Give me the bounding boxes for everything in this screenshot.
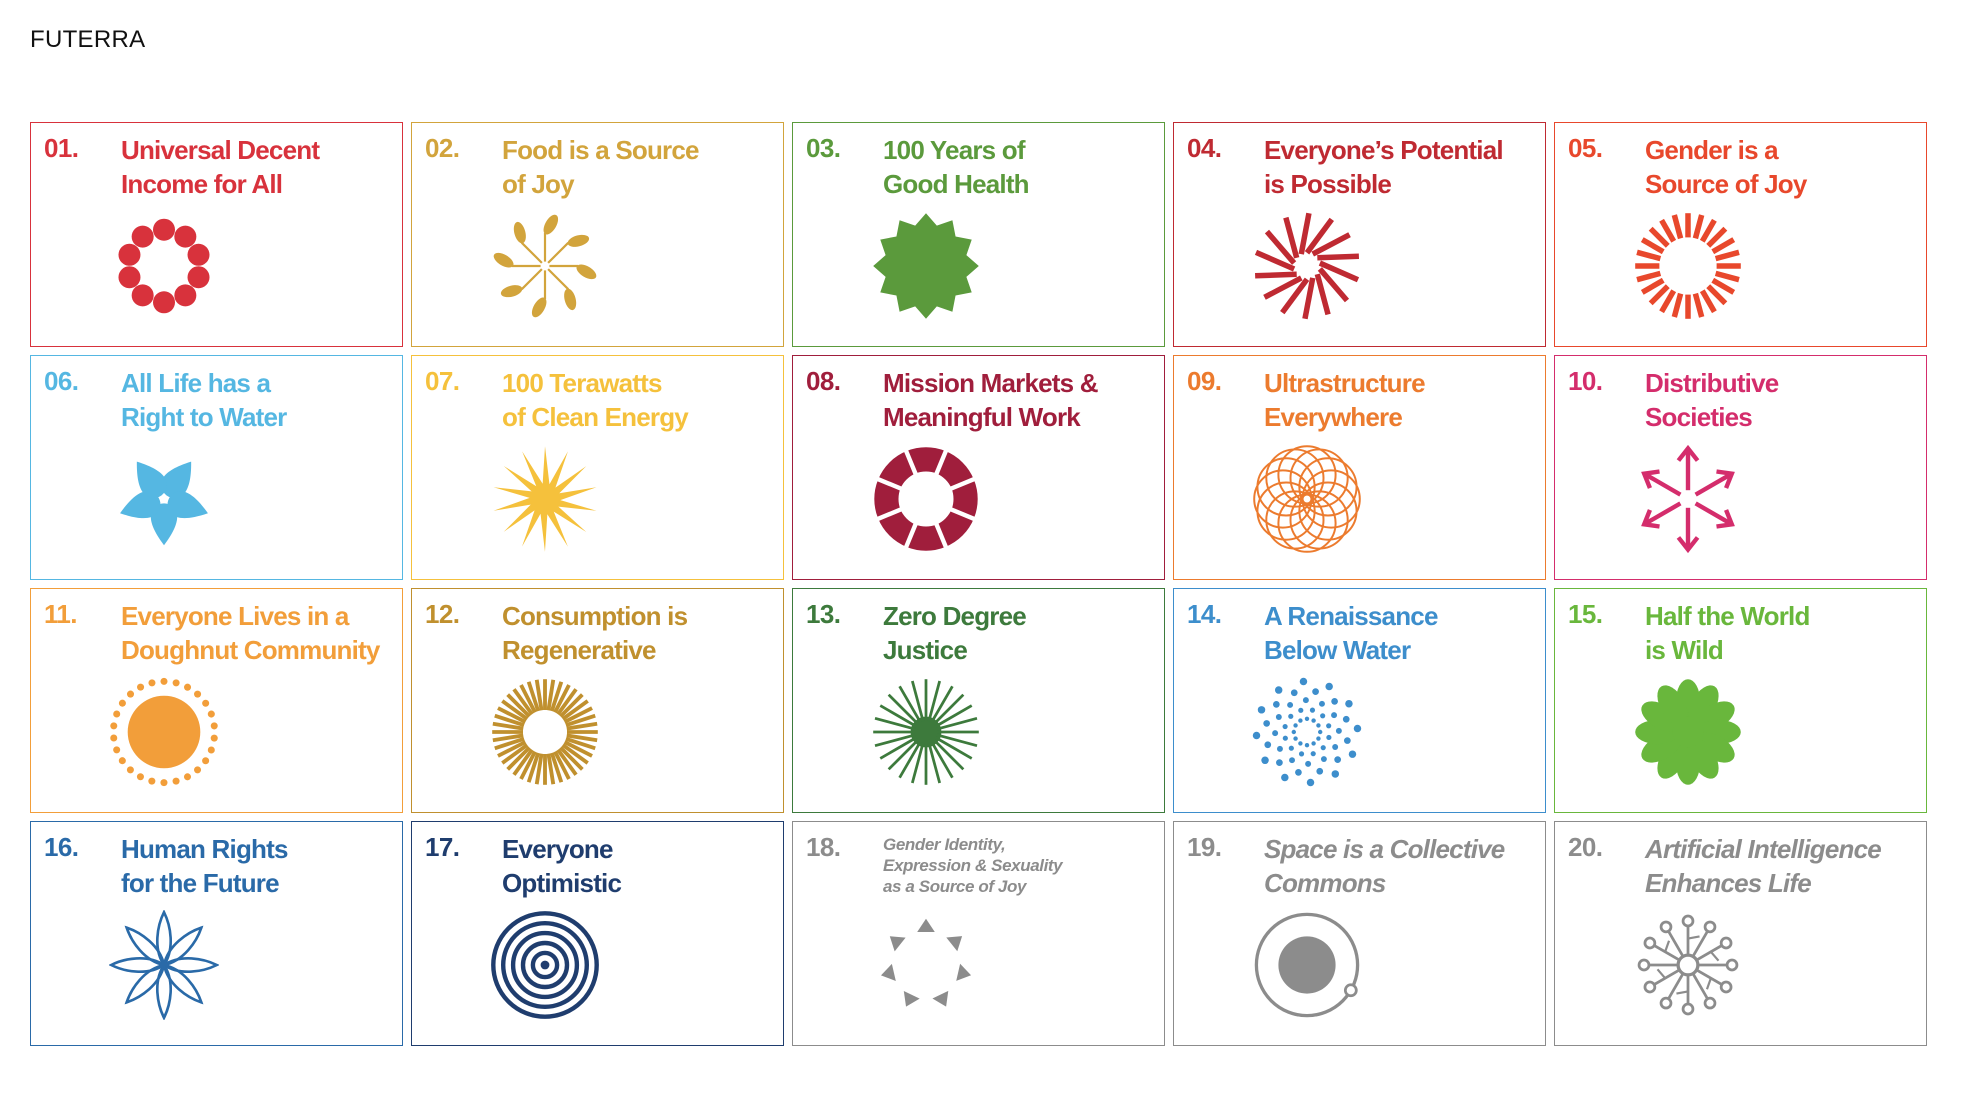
goal-number: 02. xyxy=(425,133,460,163)
goal-title: Universal Decent Income for All xyxy=(121,135,320,199)
goal-card: 03. 100 Years of Good Health xyxy=(792,122,1165,347)
goal-number: 04. xyxy=(1187,133,1222,163)
goal-card: 18. Gender Identity, Expression & Sexuali… xyxy=(792,821,1165,1046)
spiral-rays-icon xyxy=(1252,211,1362,321)
goal-card: 02. Food is a Source of Joy xyxy=(411,122,784,347)
dotted-sun-icon xyxy=(109,677,219,787)
goal-number: 18. xyxy=(806,832,841,862)
goal-number: 17. xyxy=(425,832,460,862)
radiant-ring-icon xyxy=(490,677,600,787)
goal-number: 20. xyxy=(1568,832,1603,862)
goal-title: A Renaissance Below Water xyxy=(1264,601,1438,665)
goal-number: 13. xyxy=(806,599,841,629)
goal-card: 05. Gender is a Source of Joy xyxy=(1554,122,1927,347)
goal-title: Everyone Optimistic xyxy=(502,834,622,898)
goal-card: 14. A Renaissance Below Water xyxy=(1173,588,1546,813)
goal-card: 07. 100 Terawatts of Clean Energy xyxy=(411,355,784,580)
outward-arrows-icon xyxy=(1633,444,1743,554)
goal-card: 20. Artificial Intelligence Enhances Life xyxy=(1554,821,1927,1046)
goal-title: Gender is a Source of Joy xyxy=(1645,135,1807,199)
goal-card: 04. Everyone’s Potential is Possible xyxy=(1173,122,1546,347)
goal-title: Distributive Societies xyxy=(1645,368,1779,432)
lotus-star-icon xyxy=(109,910,219,1020)
goal-title: Consumption is Regenerative xyxy=(502,601,688,665)
sun-icon xyxy=(490,444,600,554)
goal-number: 06. xyxy=(44,366,79,396)
goal-card: 16. Human Rights for the Future xyxy=(30,821,403,1046)
goal-card: 06. All Life has a Right to Water xyxy=(30,355,403,580)
goal-number: 03. xyxy=(806,133,841,163)
goal-card: 01. Universal Decent Income for All xyxy=(30,122,403,347)
goal-number: 14. xyxy=(1187,599,1222,629)
goal-number: 11. xyxy=(44,599,78,629)
goal-number: 08. xyxy=(806,366,841,396)
water-drops-icon xyxy=(109,444,219,554)
goal-card: 15. Half the World is Wild xyxy=(1554,588,1927,813)
goal-title: 100 Terawatts of Clean Energy xyxy=(502,368,689,432)
goal-title: Mission Markets & Meaningful Work xyxy=(883,368,1098,432)
goal-number: 01. xyxy=(44,133,79,163)
goal-title: Human Rights for the Future xyxy=(121,834,288,898)
triangle-ring-icon xyxy=(871,910,981,1020)
goal-title: Half the World is Wild xyxy=(1645,601,1810,665)
goal-title: Space is a Collective Commons xyxy=(1264,834,1505,898)
goal-card: 13. Zero Degree Justice xyxy=(792,588,1165,813)
goal-title: 100 Years of Good Health xyxy=(883,135,1030,199)
goal-number: 05. xyxy=(1568,133,1603,163)
dot-spiral-icon xyxy=(1252,677,1362,787)
orbit-icon xyxy=(1252,910,1362,1020)
goal-card: 17. Everyone Optimistic xyxy=(411,821,784,1046)
goal-card: 11. Everyone Lives in a Doughnut Communit… xyxy=(30,588,403,813)
woven-circle-icon xyxy=(1252,444,1362,554)
goal-number: 10. xyxy=(1568,366,1603,396)
goal-number: 07. xyxy=(425,366,460,396)
goal-card: 08. Mission Markets & Meaningful Work xyxy=(792,355,1165,580)
goal-card: 12. Consumption is Regenerative xyxy=(411,588,784,813)
line-burst-icon xyxy=(871,677,981,787)
goal-title: Gender Identity, Expression & Sexuality … xyxy=(883,835,1063,896)
starburst-icon xyxy=(871,211,981,321)
ray-ring-icon xyxy=(1633,211,1743,321)
goal-title: Everyone Lives in a Doughnut Community xyxy=(121,601,380,665)
seed-burst-icon xyxy=(490,211,600,321)
network-node-icon xyxy=(1633,910,1743,1020)
goal-title: All Life has a Right to Water xyxy=(121,368,287,432)
segmented-ring-icon xyxy=(871,444,981,554)
ring-of-dots-icon xyxy=(109,211,219,321)
concentric-circles-icon xyxy=(490,910,600,1020)
goal-card: 10. Distributive Societies xyxy=(1554,355,1927,580)
goal-number: 12. xyxy=(425,599,460,629)
goal-number: 09. xyxy=(1187,366,1222,396)
goal-title: Everyone’s Potential is Possible xyxy=(1264,135,1504,199)
brand-logo: FUTERRA xyxy=(30,26,146,53)
goal-card: 09. Ultrastructure Everywhere xyxy=(1173,355,1546,580)
goal-number: 15. xyxy=(1568,599,1603,629)
flower-icon xyxy=(1633,677,1743,787)
goal-title: Food is a Source of Joy xyxy=(502,135,699,199)
goal-title: Ultrastructure Everywhere xyxy=(1264,368,1426,432)
goal-title: Zero Degree Justice xyxy=(883,601,1027,665)
goal-card: 19. Space is a Collective Commons xyxy=(1173,821,1546,1046)
goal-title: Artificial Intelligence Enhances Life xyxy=(1645,834,1882,898)
goal-number: 19. xyxy=(1187,832,1222,862)
goal-number: 16. xyxy=(44,832,79,862)
